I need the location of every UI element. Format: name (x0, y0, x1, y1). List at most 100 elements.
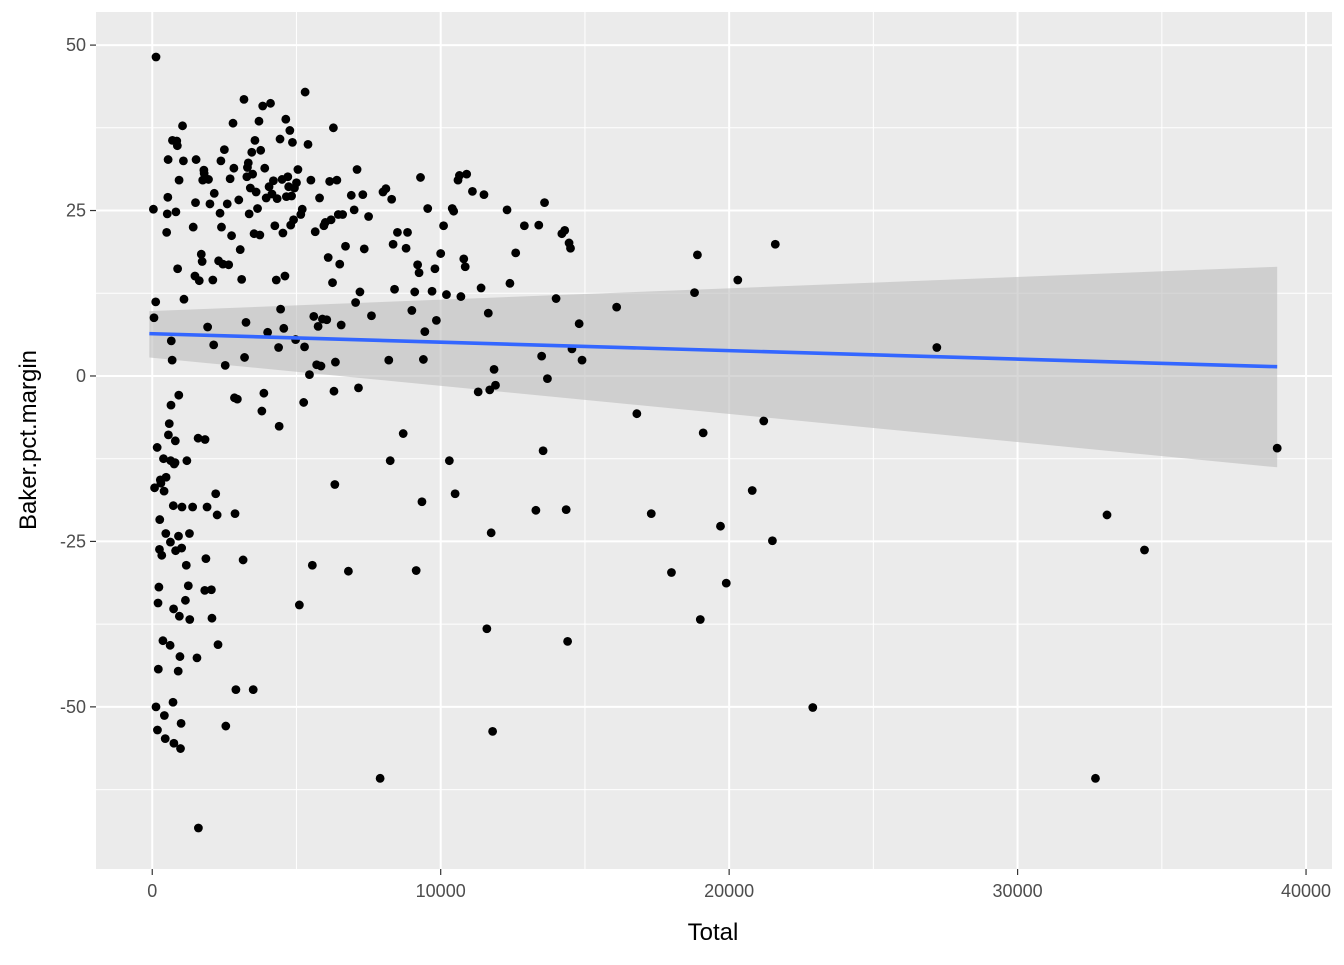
data-point (351, 298, 361, 307)
data-point (359, 244, 369, 254)
data-point (259, 388, 269, 398)
data-point (257, 406, 267, 416)
y-tick-label: 25 (66, 201, 86, 221)
data-point (153, 598, 163, 608)
data-point (174, 611, 184, 621)
data-point (250, 135, 260, 145)
data-point (488, 726, 498, 736)
data-point (449, 206, 459, 216)
data-point (328, 278, 337, 288)
x-tick-label: 0 (147, 881, 157, 901)
data-point (201, 554, 211, 564)
data-point (150, 483, 159, 493)
data-point (275, 134, 285, 144)
data-point (220, 360, 230, 370)
data-point (279, 323, 289, 333)
data-point (232, 394, 242, 404)
data-point (534, 220, 544, 230)
data-point (430, 264, 440, 274)
data-point (170, 436, 180, 446)
data-point (191, 198, 200, 207)
data-point (248, 685, 258, 695)
data-point (247, 147, 257, 157)
data-point (367, 311, 376, 321)
fit-line-layer (149, 331, 1278, 369)
fit-line (149, 331, 1278, 369)
data-point (294, 600, 304, 610)
data-point (163, 155, 173, 164)
data-point (932, 343, 942, 352)
data-point (411, 566, 421, 575)
data-point (335, 259, 345, 269)
data-point (315, 193, 324, 203)
data-point (162, 209, 172, 219)
data-point (272, 194, 282, 204)
data-point (171, 207, 181, 217)
data-point (346, 190, 356, 200)
data-point (164, 430, 173, 440)
data-point (154, 582, 164, 592)
data-point (716, 521, 725, 531)
data-point (158, 636, 168, 646)
data-point (310, 227, 320, 237)
data-point (251, 187, 261, 197)
data-point (155, 515, 165, 524)
data-point (240, 353, 249, 362)
data-point (224, 260, 234, 270)
data-point (299, 398, 309, 407)
data-point (270, 221, 280, 231)
data-point (632, 409, 642, 419)
data-point (185, 615, 195, 624)
data-point (166, 400, 176, 410)
data-point (205, 199, 215, 209)
data-point (211, 489, 221, 499)
data-point (174, 175, 184, 185)
points-layer (149, 52, 1282, 833)
data-point (176, 719, 186, 728)
data-point (538, 446, 548, 456)
data-point (325, 177, 335, 186)
data-point (733, 275, 743, 285)
data-point (543, 374, 552, 384)
data-point (263, 327, 273, 337)
data-point (208, 275, 218, 285)
data-point (176, 744, 185, 753)
data-point (300, 342, 309, 352)
data-point (287, 191, 296, 201)
data-point (254, 116, 264, 126)
confidence-band (149, 266, 1278, 468)
data-point (414, 268, 424, 278)
data-point (439, 221, 448, 231)
data-point (563, 636, 573, 646)
data-point (266, 98, 275, 108)
data-point (219, 145, 229, 155)
data-point (177, 502, 187, 512)
data-point (204, 175, 213, 184)
data-point (566, 243, 575, 253)
data-point (693, 250, 702, 260)
data-point (230, 509, 240, 519)
data-point (690, 288, 699, 297)
data-point (173, 264, 183, 274)
data-point (194, 276, 204, 286)
data-point (413, 260, 423, 270)
data-point (278, 228, 288, 238)
data-point (152, 443, 162, 452)
data-point (238, 555, 248, 565)
y-tick-label: 50 (66, 35, 86, 55)
data-point (456, 292, 466, 301)
data-point (698, 428, 708, 438)
data-point (502, 205, 512, 215)
x-axis-title: Total (688, 919, 739, 946)
data-point (231, 685, 241, 695)
data-point (202, 502, 212, 512)
data-point (387, 194, 397, 204)
data-point (427, 286, 437, 296)
data-point (364, 212, 373, 221)
data-point (444, 456, 454, 466)
data-point (695, 615, 705, 624)
x-tick-label: 40000 (1281, 881, 1331, 901)
data-point (162, 227, 172, 237)
data-point (388, 239, 398, 249)
data-point (203, 322, 213, 332)
